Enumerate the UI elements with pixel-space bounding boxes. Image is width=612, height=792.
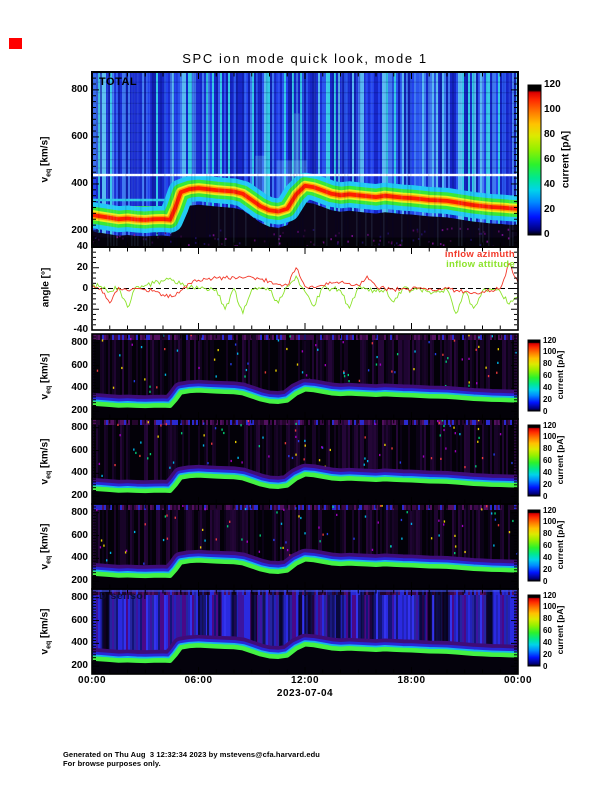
trace-azimuth — [91, 262, 519, 304]
y-tick-label: 200 — [71, 660, 88, 672]
colorbar-tick-label: 0 — [543, 491, 548, 501]
angle-panel — [91, 247, 519, 330]
colorbar-tick-label: 120 — [543, 590, 557, 600]
colorbar-tick-label: 100 — [543, 432, 557, 442]
colorbar — [527, 84, 542, 236]
angle-tick-label: 0 — [82, 282, 88, 294]
colorbar-tick-label: 80 — [543, 444, 552, 454]
y-tick-label: 600 — [71, 359, 88, 371]
colorbar-tick-label: 40 — [543, 637, 552, 647]
x-tick-label: 06:00 — [184, 675, 213, 686]
colorbar-tick-label: 20 — [544, 203, 556, 215]
y-tick-label: 400 — [71, 637, 88, 649]
red-flag-marker — [9, 38, 22, 49]
spectrogram-sensor-4 — [92, 589, 518, 674]
colorbar-tick-label: 80 — [543, 529, 552, 539]
y-tick-label: 400 — [71, 552, 88, 564]
legend-azimuth: inflow azimuth — [444, 249, 515, 260]
colorbar-tick-label: 60 — [543, 541, 552, 551]
y-tick-label: 200 — [71, 405, 88, 417]
colorbar-tick-label: 40 — [544, 178, 556, 190]
colorbar-tick-label: 40 — [543, 552, 552, 562]
x-tick-label: 00:00 — [77, 675, 107, 686]
colorbar-tick-label: 40 — [543, 382, 552, 392]
colorbar-tick-label: 100 — [544, 103, 561, 115]
colorbar-tick-label: 80 — [544, 128, 556, 140]
spectrogram-total — [92, 72, 518, 247]
y-tick-label: 800 — [71, 336, 88, 348]
colorbar-tick-label: 0 — [543, 406, 548, 416]
y-tick-label: 400 — [71, 467, 88, 479]
colorbar-tick-label: 100 — [543, 602, 557, 612]
spectrogram-sensor-3 — [92, 504, 518, 589]
total-panel-label: TOTAL — [99, 76, 138, 88]
y-tick-label: 600 — [71, 614, 88, 626]
colorbar-tick-label: 80 — [543, 614, 552, 624]
footer-browse-line: For browse purposes only. — [63, 758, 161, 768]
colorbar-tick-label: 20 — [543, 479, 552, 489]
colorbar-tick-label: 60 — [543, 456, 552, 466]
footer-generated-line: Generated on Thu Aug 3 12:32:34 2023 by … — [63, 750, 320, 759]
colorbar-tick-label: 0 — [543, 661, 548, 671]
y-tick-label: 200 — [71, 575, 88, 587]
y-tick-label: 600 — [71, 529, 88, 541]
angle-tick-label: -40 — [73, 324, 88, 335]
colorbar-tick-label: 120 — [543, 505, 557, 515]
y-tick-label: 400 — [71, 382, 88, 394]
colorbar-tick-label: 60 — [543, 626, 552, 636]
white-reference-line — [92, 173, 518, 177]
y-tick-label: 400 — [71, 177, 88, 189]
y-tick-label: 800 — [71, 83, 88, 95]
x-tick-label: 18:00 — [397, 675, 426, 686]
legend-attitude: inflow attitude — [446, 258, 515, 270]
y-axis-label-angle: angle [°] — [40, 267, 52, 308]
y-tick-label: 800 — [71, 591, 88, 603]
angle-tick-label: 20 — [76, 261, 88, 273]
trace-attitude — [91, 275, 519, 315]
colorbar — [527, 594, 541, 667]
y-tick-label: 200 — [71, 225, 88, 236]
colorbar-tick-label: 40 — [543, 467, 552, 477]
colorbar-tick-label: 0 — [543, 576, 548, 586]
spectrogram-sensor-2 — [92, 419, 518, 504]
colorbar-axis-label: current [pA] — [560, 130, 572, 188]
angle-tick-label: 40 — [76, 241, 88, 252]
y-axis-label-velocity: veq [km/s] — [39, 608, 53, 655]
y-tick-label: 600 — [71, 444, 88, 456]
colorbar-tick-label: 80 — [543, 359, 552, 369]
colorbar-tick-label: 0 — [544, 228, 550, 240]
spectrogram-sensor-1 — [92, 334, 518, 419]
d-sensor-panel-label: D sensor — [99, 590, 148, 602]
y-tick-label: 800 — [71, 421, 88, 433]
colorbar-tick-label: 20 — [543, 394, 552, 404]
colorbar-axis-label: current [pA] — [555, 605, 565, 655]
colorbar-tick-label: 20 — [543, 649, 552, 659]
colorbar-tick-label: 100 — [543, 517, 557, 527]
y-tick-label: 200 — [71, 490, 88, 502]
colorbar-tick-label: 60 — [544, 153, 556, 165]
x-tick-label: 12:00 — [290, 675, 320, 686]
x-axis-date: 2023-07-04 — [276, 688, 334, 699]
colorbar — [527, 424, 541, 497]
colorbar-tick-label: 20 — [543, 564, 552, 574]
y-tick-label: 800 — [71, 506, 88, 518]
angle-tick-label: -20 — [73, 303, 88, 315]
page-title: SPC ion mode quick look, mode 1 — [182, 51, 428, 66]
colorbar-tick-label: 100 — [543, 347, 557, 357]
colorbar — [527, 509, 541, 582]
y-tick-label: 600 — [71, 130, 88, 142]
colorbar — [527, 339, 541, 412]
colorbar-tick-label: 120 — [543, 335, 557, 345]
colorbar-tick-label: 60 — [543, 371, 552, 381]
colorbar-tick-label: 120 — [543, 420, 557, 430]
x-tick-label: 00:00 — [503, 675, 533, 686]
colorbar-tick-label: 120 — [544, 78, 561, 90]
